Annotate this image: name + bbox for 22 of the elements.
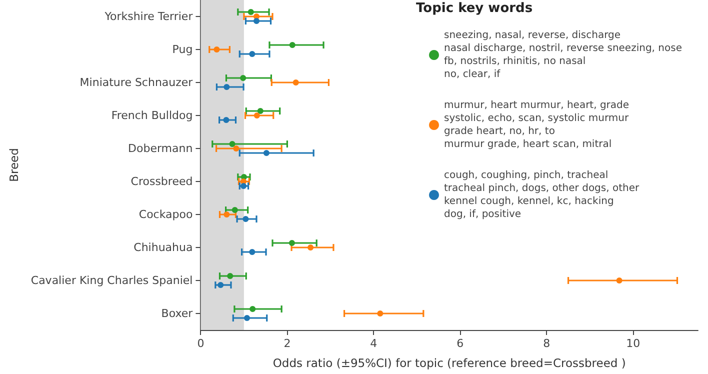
y-tick-label: Dobermann [128,142,193,155]
legend-label: sneezing, nasal, reverse, discharge nasal discharge, nostril, reverse sneezing, nose fb, nostrils, rhinitis, no nasal no, clear, if [444,30,682,80]
y-tick-label: Pug [172,43,193,56]
y-tick-label: Cockapoo [138,208,193,221]
x-tick-label: 10 [626,337,640,350]
y-tick-label: Miniature Schnauzer [80,76,194,89]
x-tick-label: 2 [284,337,291,350]
x-tick-label: 6 [456,337,464,350]
legend-label: cough, coughing, pinch, tracheal tracheal pinch, dogs, other dogs, other kennel cough, kennel, kc, hacking dog, if, positive [444,170,640,220]
y-tick-label: French Bulldog [111,109,193,122]
y-tick-label: Boxer [161,307,194,320]
legend-label: murmur, heart murmur, heart, grade systolic, echo, scan, systolic murmur grade heart, no, hr, to murmur grade, heart scan, mitral [444,100,630,150]
x-tick-label: 0 [197,337,204,350]
y-tick-label: Cavalier King Charles Spaniel [30,274,193,287]
y-tick-label: Crossbreed [130,175,193,188]
x-tick-label: 4 [370,337,378,350]
x-tick-label: 8 [543,337,550,350]
x-axis-title: Odds ratio (±95%CI) for topic (reference breed=Crossbreed ) [272,356,626,370]
legend-title: Topic key words [416,1,533,16]
y-axis-title: Breed [7,148,21,182]
y-tick-label: Yorkshire Terrier [104,10,194,23]
y-tick-label: Chihuahua [134,241,193,254]
